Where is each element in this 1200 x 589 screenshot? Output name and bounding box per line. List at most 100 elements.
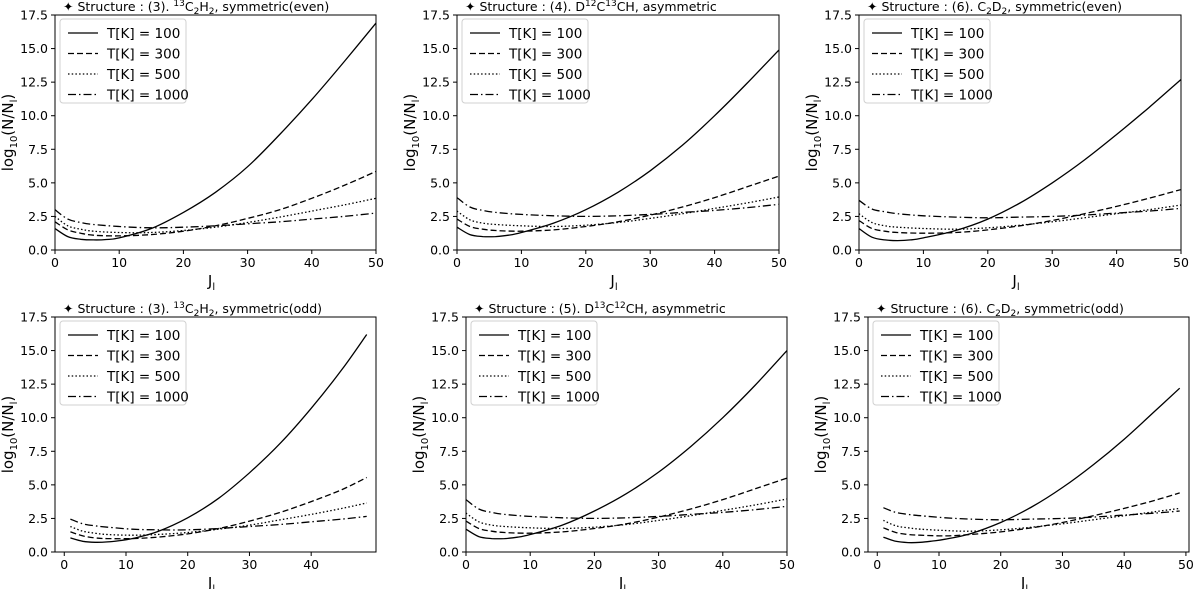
x-tick-label: 30	[651, 557, 667, 572]
y-tick-label: 15.0	[833, 343, 861, 358]
chart-title: ✦ Structure : (3). 13C2H2, symmetric(odd…	[63, 301, 322, 319]
y-tick-label: 2.5	[841, 511, 861, 526]
x-tick-label: 10	[915, 255, 931, 270]
x-tick-label: 0	[873, 557, 881, 572]
y-tick-label: 0.0	[28, 545, 48, 560]
chart-panel-1: ✦ Structure : (3). 13C2H2, symmetric(eve…	[0, 0, 384, 293]
y-tick-label: 12.5	[431, 377, 459, 392]
x-tick-label: 30	[1054, 557, 1070, 572]
y-tick-label: 17.5	[20, 8, 48, 23]
legend-box	[59, 320, 187, 406]
y-tick-label: 2.5	[28, 209, 48, 224]
y-tick-label: 0.0	[841, 545, 861, 560]
series-line-dashed	[466, 477, 787, 534]
x-tick-label: 40	[707, 255, 723, 270]
x-tick-label: 0	[60, 557, 68, 572]
y-tick-label: 5.0	[430, 175, 450, 190]
y-tick-label: 17.5	[422, 8, 450, 23]
y-tick-label: 10.0	[20, 108, 48, 123]
chart-title: ✦ Structure : (5). D13C12CH, asymmetric	[474, 301, 726, 316]
x-tick-label: 20	[180, 557, 196, 572]
legend-label: T[K] = 300	[508, 47, 582, 63]
series-line-dotted	[55, 197, 376, 234]
y-tick-label: 17.5	[833, 310, 861, 325]
y-tick-label: 2.5	[28, 511, 48, 526]
legend-label: T[K] = 500	[106, 369, 180, 385]
x-tick-label: 10	[111, 255, 127, 270]
legend-label: T[K] = 1000	[910, 88, 993, 104]
y-tick-label: 2.5	[439, 511, 459, 526]
y-axis-label: log10(N/Nl)	[410, 396, 431, 474]
series-line-dotted	[70, 502, 367, 536]
chart-panel-6: ✦ Structure : (6). C2D2, symmetric(odd) 0…	[812, 301, 1194, 589]
y-tick-label: 5.0	[28, 175, 48, 190]
y-tick-label: 7.5	[28, 142, 48, 157]
y-tick-label: 10.0	[20, 410, 48, 425]
legend-label: T[K] = 100	[508, 26, 582, 42]
x-tick-label: 30	[240, 255, 256, 270]
y-tick-label: 0.0	[832, 243, 852, 258]
series-line-dashed	[859, 188, 1181, 234]
x-tick-label: 0	[855, 255, 863, 270]
x-tick-label: 30	[1044, 255, 1060, 270]
x-tick-label: 0	[51, 255, 59, 270]
y-axis-label: log10(N/Nl)	[803, 94, 824, 172]
y-tick-label: 5.0	[439, 477, 459, 492]
y-tick-label: 10.0	[422, 108, 450, 123]
series-line-solid	[859, 79, 1181, 242]
series-line-dotted	[883, 507, 1180, 532]
y-tick-label: 2.5	[430, 209, 450, 224]
y-tick-label: 10.0	[833, 410, 861, 425]
y-tick-label: 7.5	[28, 444, 48, 459]
legend-label: T[K] = 100	[517, 328, 591, 344]
plot-frame	[54, 316, 377, 553]
legend-label: T[K] = 300	[517, 349, 591, 365]
y-axis-label: log10(N/Nl)	[0, 94, 20, 172]
y-tick-label: 5.0	[841, 477, 861, 492]
y-tick-label: 2.5	[832, 209, 852, 224]
series-line-solid	[457, 49, 779, 238]
x-tick-label: 10	[513, 255, 529, 270]
legend: T[K] = 100 T[K] = 300 T[K] = 500 T[K] = 100…	[59, 18, 189, 104]
legend-label: T[K] = 100	[919, 328, 993, 344]
legend-box	[461, 18, 589, 104]
series-line-dashdot	[883, 507, 1180, 521]
legend-label: T[K] = 500	[508, 67, 582, 83]
legend-label: T[K] = 1000	[517, 390, 600, 406]
y-axis-label: log10(N/Nl)	[0, 396, 20, 474]
x-tick-label: 20	[175, 255, 191, 270]
x-axis-label: Jl	[207, 272, 215, 293]
plot-frame	[465, 316, 788, 553]
plot-frame	[858, 14, 1182, 251]
y-tick-label: 15.0	[20, 343, 48, 358]
series-line-solid	[55, 22, 376, 241]
y-tick-label: 7.5	[841, 444, 861, 459]
y-tick-label: 0.0	[439, 545, 459, 560]
legend-box	[470, 320, 598, 406]
legend-label: T[K] = 500	[910, 67, 984, 83]
legend-label: T[K] = 500	[919, 369, 993, 385]
y-tick-label: 5.0	[28, 477, 48, 492]
y-tick-label: 10.0	[824, 108, 852, 123]
series-line-dashdot	[55, 209, 376, 229]
chart-title: ✦ Structure : (3). 13C2H2, symmetric(eve…	[63, 0, 329, 17]
legend-box	[872, 320, 1000, 406]
y-axis-label: log10(N/Nl)	[401, 94, 422, 172]
x-axis-label: Jl	[1020, 574, 1028, 589]
x-tick-label: 30	[241, 557, 257, 572]
series-line-dashed	[457, 175, 779, 232]
x-tick-label: 30	[642, 255, 658, 270]
plot-frame	[54, 14, 377, 251]
series-line-dotted	[466, 498, 787, 530]
y-axis-label: log10(N/Nl)	[812, 396, 833, 474]
chart-title: ✦ Structure : (6). C2D2, symmetric(even)	[867, 0, 1122, 17]
series-line-dashed	[55, 170, 376, 237]
x-tick-label: 50	[1178, 557, 1194, 572]
x-tick-label: 20	[993, 557, 1009, 572]
series-line-dashed	[70, 476, 367, 540]
chart-panel-4: ✦ Structure : (3). 13C2H2, symmetric(odd…	[0, 301, 377, 589]
x-tick-label: 0	[453, 255, 461, 270]
chart-panel-5: ✦ Structure : (5). D13C12CH, asymmetric 0…	[410, 301, 795, 589]
legend-label: T[K] = 1000	[106, 390, 189, 406]
